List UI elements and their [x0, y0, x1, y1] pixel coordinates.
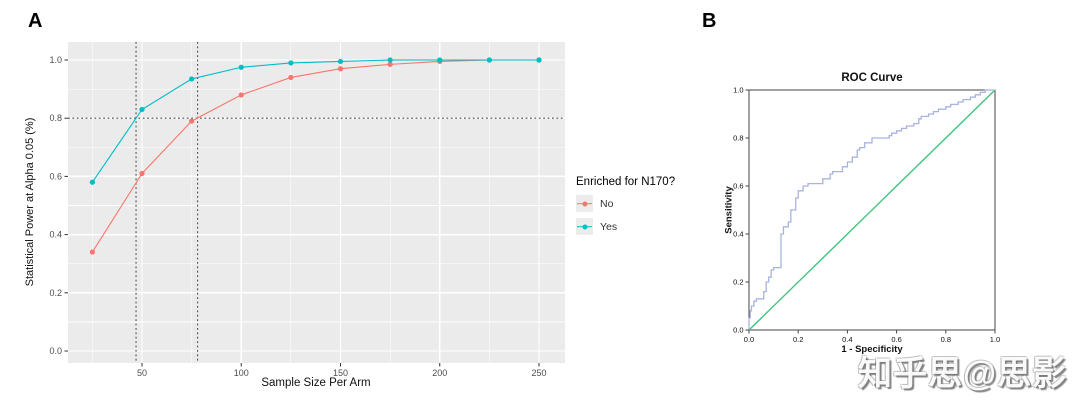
svg-text:0.0: 0.0	[733, 326, 743, 335]
svg-text:1.0: 1.0	[49, 55, 62, 65]
svg-text:0.4: 0.4	[733, 230, 743, 239]
svg-text:0.8: 0.8	[49, 113, 62, 123]
watermark-text: 知乎思@思影	[858, 355, 1068, 393]
legend-item-yes: Yes	[576, 218, 675, 235]
svg-text:0.8: 0.8	[733, 134, 743, 143]
legend-point-icon	[582, 224, 587, 229]
roc-chart-title: ROC Curve	[841, 72, 903, 84]
roc-chart-axis-ticks: 0.0 0.2 0.4 0.6 0.8 1.0 0.0 0.2 0.4 0.6 0.8 1.0	[733, 86, 1000, 345]
power-chart: 50 100 150 200 250 0.0 0.2 0.4 0.6 0.8 1.0	[49, 42, 565, 378]
legend-label-yes: Yes	[600, 220, 618, 233]
svg-text:200: 200	[432, 368, 447, 378]
svg-text:150: 150	[333, 368, 348, 378]
svg-text:0.2: 0.2	[793, 335, 803, 344]
svg-text:0.2: 0.2	[49, 288, 62, 298]
legend-title: Enriched for N170?	[576, 176, 676, 188]
power-chart-legend: Enriched for N170? No Yes	[576, 176, 675, 241]
panel-b-label: B	[702, 10, 717, 32]
svg-text:0.0: 0.0	[49, 346, 62, 356]
roc-diagonal-reference	[748, 89, 996, 331]
legend-item-no: No	[576, 195, 675, 212]
panel-a-label: A	[28, 10, 43, 32]
roc-chart: 0.0 0.2 0.4 0.6 0.8 1.0 0.0 0.2 0.4 0.6 0.8 1.0	[733, 86, 1000, 345]
roc-chart-y-axis-title: Sensitivity	[723, 186, 735, 234]
legend-point-icon	[582, 201, 587, 206]
svg-text:1.0: 1.0	[990, 335, 1000, 344]
svg-text:50: 50	[137, 368, 147, 378]
roc-chart-x-axis-title: 1 - Specificity	[841, 344, 903, 355]
svg-text:0.4: 0.4	[842, 335, 852, 344]
power-chart-y-axis-title: Statistical Power at Alpha 0.05 (%)	[24, 117, 36, 287]
svg-text:0.2: 0.2	[733, 278, 743, 287]
legend-label-no: No	[600, 197, 614, 210]
roc-step-curve	[748, 89, 995, 330]
svg-text:100: 100	[234, 368, 249, 378]
power-chart-x-axis-title: Sample Size Per Arm	[261, 377, 371, 389]
svg-text:0.4: 0.4	[49, 230, 62, 240]
svg-text:0.6: 0.6	[891, 335, 901, 344]
svg-text:0.6: 0.6	[49, 171, 62, 181]
svg-text:0.8: 0.8	[941, 335, 951, 344]
svg-text:0.6: 0.6	[733, 182, 743, 191]
power-chart-axis-ticks: 50 100 150 200 250 0.0 0.2 0.4 0.6 0.8 1.0	[49, 55, 546, 378]
svg-text:1.0: 1.0	[733, 86, 743, 95]
power-threshold-reference-lines	[68, 42, 565, 363]
legend-key-yes	[576, 218, 593, 235]
svg-text:250: 250	[531, 368, 546, 378]
legend-key-no	[576, 195, 593, 212]
power-series-yes	[89, 57, 542, 185]
svg-text:0.0: 0.0	[744, 335, 754, 344]
